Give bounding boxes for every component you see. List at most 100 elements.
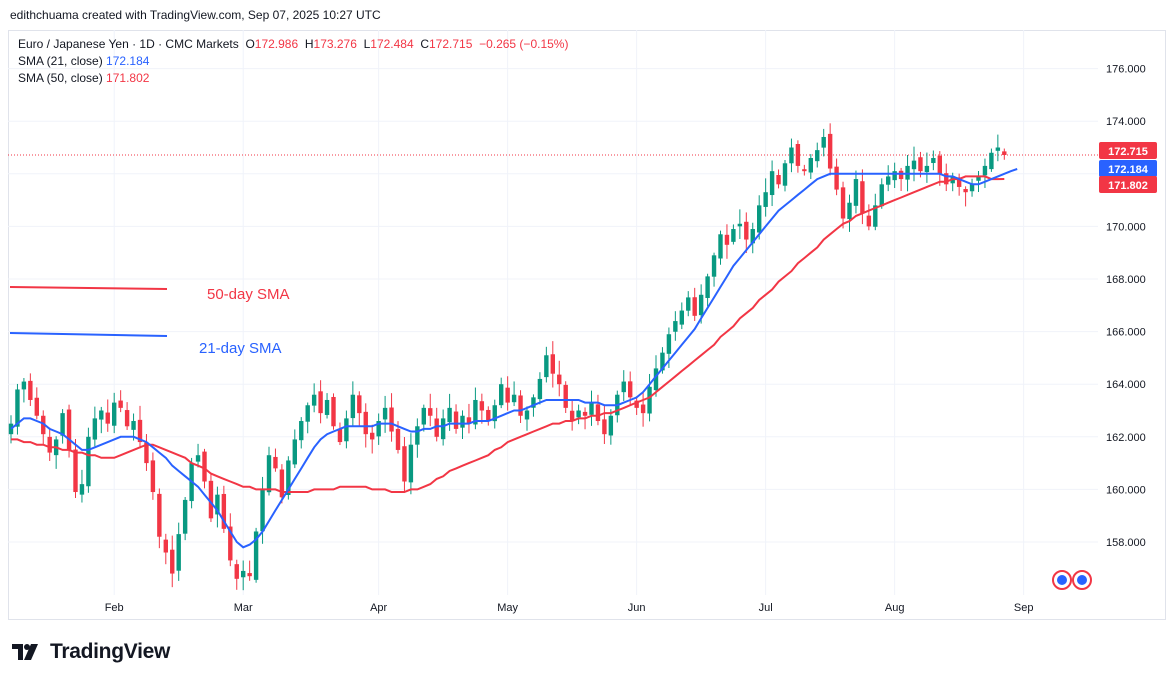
candle-body <box>92 418 98 440</box>
low-label: L <box>363 37 371 51</box>
candle-body <box>834 166 839 190</box>
candle-body <box>157 493 162 537</box>
candle-body <box>873 205 878 227</box>
candle <box>234 559 239 590</box>
candle <box>382 395 388 433</box>
candle <box>524 406 530 431</box>
price-tick-label: 166.000 <box>1106 327 1146 339</box>
candle <box>79 469 85 503</box>
candle-body <box>982 165 988 176</box>
candle-body <box>305 405 310 422</box>
month-tick-label: Aug <box>885 602 905 614</box>
candle-body <box>821 136 826 148</box>
candle <box>673 311 678 341</box>
candle-body <box>905 165 910 180</box>
candle-body <box>782 163 788 186</box>
candle-body <box>331 396 336 427</box>
candle-body <box>337 428 343 443</box>
month-tick-label: May <box>497 602 518 614</box>
candle-body <box>473 399 478 425</box>
candle <box>370 424 375 454</box>
candle-body <box>60 413 65 436</box>
candle <box>995 134 1001 162</box>
candle-body <box>956 177 962 187</box>
candle-body <box>511 394 517 403</box>
candle-body <box>595 404 601 422</box>
sma50-label: SMA (50, close) <box>18 71 103 85</box>
candle <box>969 178 975 197</box>
candle-body <box>434 418 439 437</box>
candle-body <box>608 415 614 436</box>
candle <box>86 427 91 493</box>
candle <box>247 560 252 581</box>
candle-body <box>350 394 356 419</box>
candle <box>834 158 839 196</box>
legend-sma50-row[interactable]: SMA (50, close) 171.802 <box>18 70 568 87</box>
price-tick-label: 164.000 <box>1106 379 1146 391</box>
candle-body <box>931 158 936 164</box>
candle-body <box>453 411 459 429</box>
candle <box>737 209 743 240</box>
candle-body <box>647 386 652 414</box>
candle-body <box>550 354 555 374</box>
candle <box>718 230 723 265</box>
candle-body <box>537 378 543 400</box>
candle <box>937 151 942 186</box>
candle-body <box>428 408 433 416</box>
candle-body <box>215 494 220 515</box>
candle-body <box>279 469 285 498</box>
candle <box>112 392 117 434</box>
candle <box>776 169 781 189</box>
candle-body <box>73 449 78 493</box>
price-badges: 172.715 172.184 171.802 <box>1099 141 1157 194</box>
candle <box>511 381 517 407</box>
candle-body <box>421 407 426 425</box>
candle <box>215 486 220 528</box>
candle <box>763 178 768 217</box>
candle <box>782 159 788 192</box>
candle <box>376 413 381 445</box>
candle <box>99 406 104 434</box>
close-value: 172.715 <box>429 37 473 51</box>
candle <box>976 170 981 192</box>
candle <box>350 381 356 427</box>
candle-body <box>21 381 27 390</box>
candle <box>705 273 710 307</box>
legend-sma21-row[interactable]: SMA (21, close) 172.184 <box>18 53 568 70</box>
candle-body <box>318 391 323 414</box>
candle-body <box>41 415 46 435</box>
candle <box>821 128 826 157</box>
candle <box>41 410 46 445</box>
tradingview-logo-icon <box>12 644 38 660</box>
candle-body <box>692 297 697 316</box>
symbol-name[interactable]: Euro / Japanese Yen · 1D · CMC Markets <box>18 37 239 51</box>
candle-body <box>937 155 942 174</box>
candle-body <box>28 380 33 400</box>
candle <box>473 387 478 430</box>
candle-body <box>389 407 394 432</box>
last-price-badge-bg <box>1099 141 1157 159</box>
tradingview-logo[interactable]: TradingView <box>12 640 170 664</box>
scroll-to-realtime-icon[interactable] <box>1052 570 1092 590</box>
candle-body <box>273 456 278 469</box>
candle <box>118 390 123 413</box>
candle-body <box>660 352 665 371</box>
candle-body <box>202 451 207 482</box>
candle <box>21 378 27 403</box>
candle <box>963 186 968 207</box>
candle-body <box>879 184 884 207</box>
candle <box>331 393 336 430</box>
candle-body <box>118 400 123 408</box>
candle <box>15 383 20 435</box>
candle-body <box>363 411 368 435</box>
sma50-line <box>11 175 1005 493</box>
last-price-badge: 172.715 <box>1108 146 1148 158</box>
candle-body <box>763 192 768 207</box>
candle-body <box>221 493 227 529</box>
candle-body <box>47 436 52 453</box>
candle-body <box>66 409 72 450</box>
candle-body <box>860 181 865 214</box>
candle <box>595 394 601 426</box>
candle <box>208 472 214 523</box>
